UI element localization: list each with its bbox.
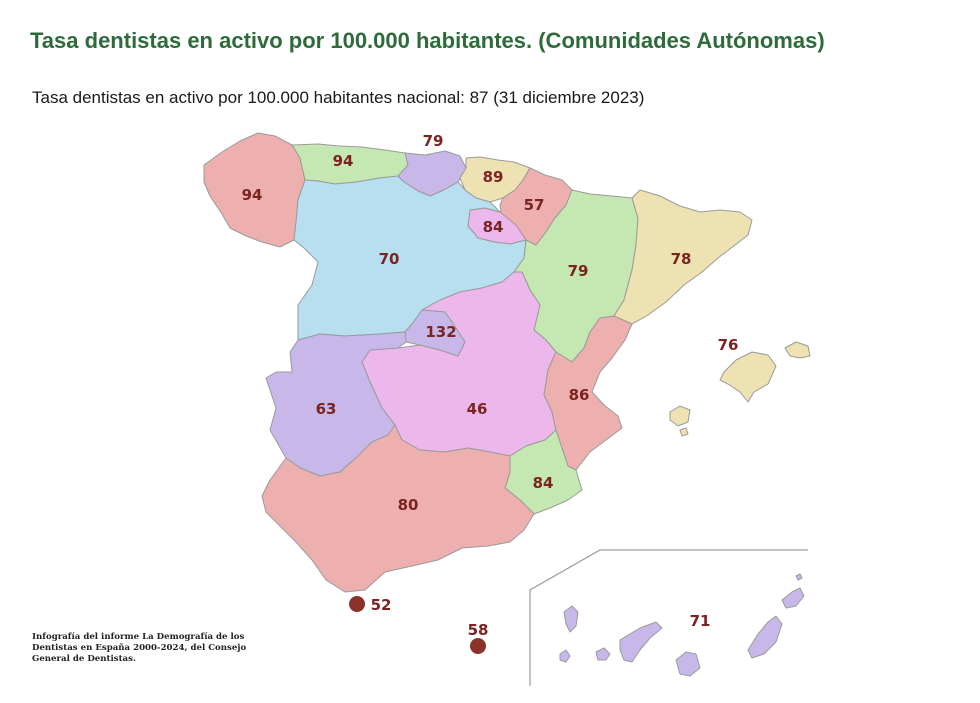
rate-label: 76 [718,336,739,354]
rate-label: 57 [524,196,545,214]
region-valencia: 86 [543,315,633,471]
source-credit: Infografía del informe La Demografía de … [32,632,246,665]
rate-label: 52 [371,596,392,614]
credit-line: Infografía del informe La Demografía de … [32,632,245,642]
rate-label: 71 [690,612,711,630]
region-baleares: 76 [669,336,811,437]
rate-label: 58 [468,621,489,639]
credit-line: Dentistas en España 2000-2024, del Conse… [32,643,247,653]
rate-label: 94 [242,186,263,204]
rate-label: 79 [568,262,589,280]
region-galicia: 94 [203,132,306,248]
region-canarias: 71 [559,573,805,677]
map-title: Tasa dentistas en activo por 100.000 hab… [30,28,825,53]
region-melilla: 58 [468,621,489,654]
rate-label: 78 [671,250,692,268]
rate-label: 94 [333,152,354,170]
canarias-inset-frame [529,549,808,686]
rate-label: 63 [316,400,337,418]
rate-label: 89 [483,168,504,186]
credit-line: General de Dentistas. [32,654,136,664]
region-andalucia: 80 [261,424,535,593]
rate-label: 46 [467,400,488,418]
rate-label: 70 [379,250,400,268]
region-pais-vasco: 89 [459,156,531,203]
rate-label: 79 [423,132,444,150]
rate-label: 84 [533,474,554,492]
region-cataluna: 78 [613,189,753,325]
national-rate-subtitle: Tasa dentistas en activo por 100.000 hab… [32,88,645,107]
region-ceuta: 52 [349,596,391,614]
region-madrid: 132 [404,309,466,357]
region-asturias: 94 [291,143,409,185]
rate-label: 86 [569,386,590,404]
rate-label: 84 [483,218,504,236]
rate-label: 132 [425,323,456,341]
rate-label: 80 [398,496,419,514]
